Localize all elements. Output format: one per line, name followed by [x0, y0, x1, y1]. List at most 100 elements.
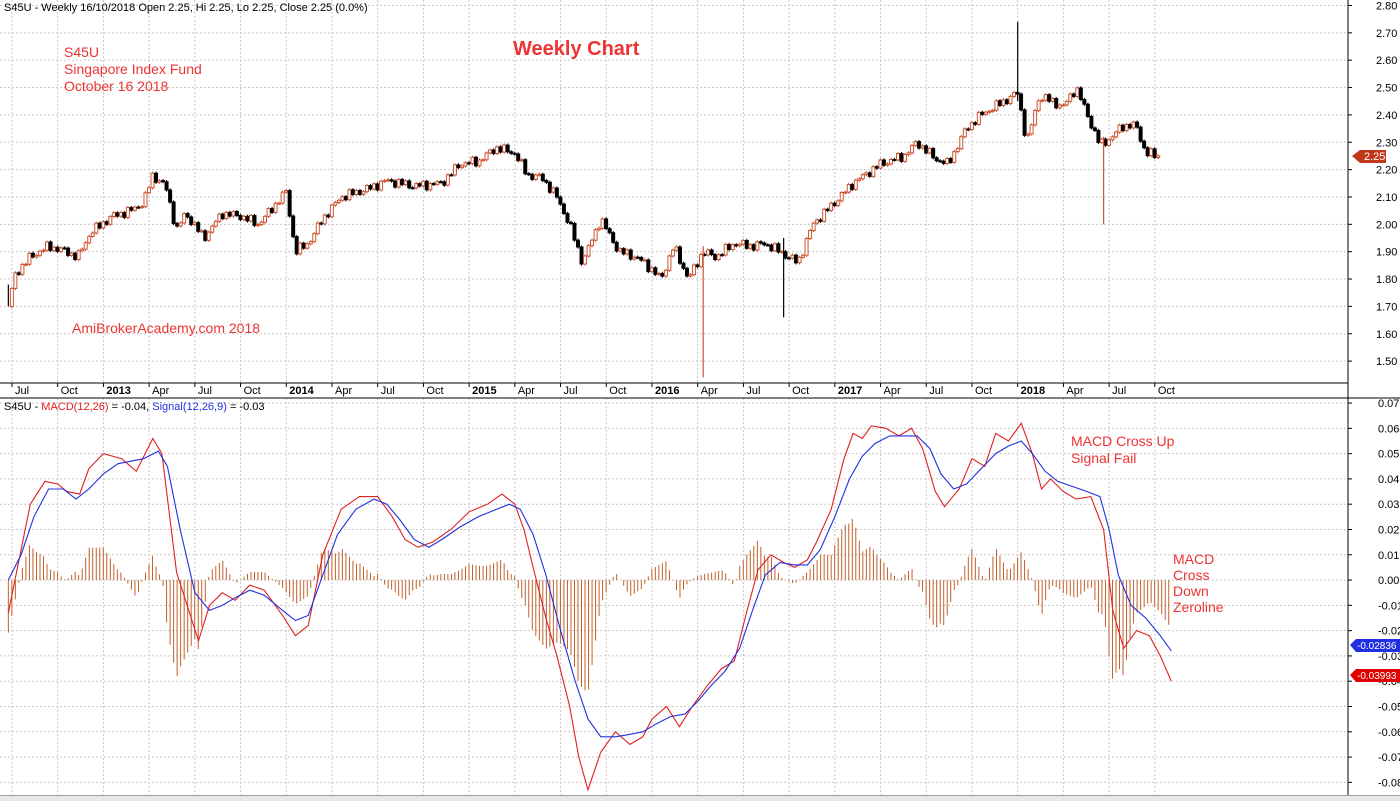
price-bar-body: [969, 122, 974, 130]
price-bar-body: [713, 254, 718, 261]
price-bar-body: [270, 208, 275, 213]
price-bar-body: [635, 256, 640, 259]
price-bar-body: [561, 203, 566, 214]
price-bar-body: [744, 239, 749, 249]
price-bar-body: [1004, 99, 1009, 105]
price-bar-body: [530, 173, 535, 180]
price-bar-body: [136, 206, 141, 209]
price-bar-body: [488, 149, 493, 154]
x-tick-label: 2018: [1021, 385, 1045, 397]
price-bar-body: [80, 248, 85, 252]
price-bar-body: [16, 272, 21, 275]
price-y-tick-label: 1.50: [1376, 356, 1397, 368]
price-bar-body: [122, 212, 127, 218]
price-bar-body: [90, 232, 95, 237]
chart-title: Weekly Chart: [513, 38, 640, 60]
price-bar-body: [688, 274, 693, 277]
macd-y-tick-label: -0.05: [1378, 701, 1400, 713]
price-bar-body: [241, 215, 246, 221]
x-tick-label: Jul: [381, 385, 395, 397]
price-bar-body: [372, 183, 377, 190]
price-bar-body: [723, 243, 728, 256]
y-axis-ticks: 1.50 1.60 1.70 1.80 1.90 2.00 2.10 2.20 2.30 2.40…: [1348, 0, 1400, 789]
price-bar-body: [336, 199, 341, 203]
price-bar-body: [220, 213, 225, 220]
price-bar-body: [294, 236, 299, 255]
price-bar-body: [20, 263, 25, 275]
annotation-ticker: S45U: [64, 44, 99, 60]
last-price-label: 2.25: [1364, 151, 1385, 163]
price-bar-body: [210, 225, 215, 233]
price-bar-body: [396, 179, 401, 188]
price-bar-body: [737, 243, 742, 247]
price-bar-body: [375, 183, 380, 191]
price-bar-body: [1071, 93, 1076, 98]
price-bar-body: [428, 183, 433, 191]
macd-header-part-signal: Signal(12,26,9): [152, 401, 227, 413]
price-bar-body: [108, 216, 113, 225]
price-bar-body: [695, 264, 700, 268]
price-bar-body: [1124, 123, 1129, 132]
grid-layer: [0, 0, 1348, 795]
macd-histogram: [7, 518, 1170, 691]
price-bar-body: [825, 208, 830, 211]
price-bar-body: [27, 252, 32, 265]
price-bar-body: [829, 202, 834, 211]
price-bar-body: [171, 201, 176, 224]
price-bar-body: [1033, 110, 1038, 126]
price-bar-body: [1064, 100, 1069, 106]
price-bar-body: [990, 109, 995, 112]
price-pane-header: S45U - Weekly 16/10/2018 Open 2.25, Hi 2…: [4, 2, 368, 14]
price-bar-body: [794, 254, 799, 264]
price-bar-body: [885, 163, 890, 166]
annotation-zeroline: Zeroline: [1173, 599, 1224, 615]
price-bar-body: [329, 204, 334, 218]
price-bar-body: [1043, 94, 1048, 101]
x-tick-label: Oct: [426, 385, 443, 397]
price-bar-body: [1008, 95, 1013, 105]
price-bar-body: [168, 189, 173, 203]
price-bar-body: [182, 213, 187, 224]
price-bar-body: [1001, 99, 1006, 107]
price-bar-body: [66, 247, 71, 256]
price-bar-body: [892, 158, 897, 161]
price-bar-body: [365, 185, 370, 193]
price-bar-body: [178, 222, 183, 227]
price-bar-body: [1152, 148, 1157, 159]
price-bar-body: [878, 159, 883, 169]
price-bar-body: [361, 191, 366, 195]
price-bar-body: [572, 222, 577, 241]
price-bar-body: [463, 162, 468, 167]
price-bar-body: [565, 212, 570, 223]
price-bar-body: [175, 222, 180, 227]
price-bar-body: [284, 190, 289, 193]
x-tick-label: Oct: [61, 385, 78, 397]
x-tick-label: 2017: [838, 385, 862, 397]
price-bar-body: [962, 128, 967, 138]
price-bar-body: [917, 141, 922, 149]
x-axis-ticks: Jul Oct 2013 Apr Jul Oct 2014 Apr Jul Oct 2015 Apr J…: [11, 383, 1175, 397]
price-bar-body: [298, 242, 303, 255]
price-bar-body: [248, 215, 253, 222]
x-tick-label: Apr: [152, 385, 169, 397]
annotation-date: October 16 2018: [64, 78, 169, 94]
x-tick-label: Jul: [1112, 385, 1126, 397]
price-bar-body: [266, 208, 271, 217]
price-bar-body: [692, 264, 697, 276]
price-bar-body: [544, 180, 549, 183]
price-bar-body: [277, 202, 282, 205]
x-tick-label: Jul: [198, 385, 212, 397]
price-bar-body: [59, 247, 64, 252]
price-bar-body: [189, 216, 194, 226]
price-bar-body: [410, 187, 415, 190]
sheet-tab-bar[interactable]: [0, 795, 1400, 801]
price-bar-body: [129, 207, 134, 211]
price-bar-body: [1075, 87, 1080, 98]
price-bar-body: [94, 222, 99, 234]
price-bar-body: [73, 252, 78, 260]
price-bar-body: [495, 146, 500, 155]
price-bar-body: [762, 242, 767, 246]
annotation-fund-name: Singapore Index Fund: [64, 61, 202, 77]
annotation-signal-fail: Signal Fail: [1071, 450, 1136, 466]
price-bar-body: [1135, 121, 1140, 128]
